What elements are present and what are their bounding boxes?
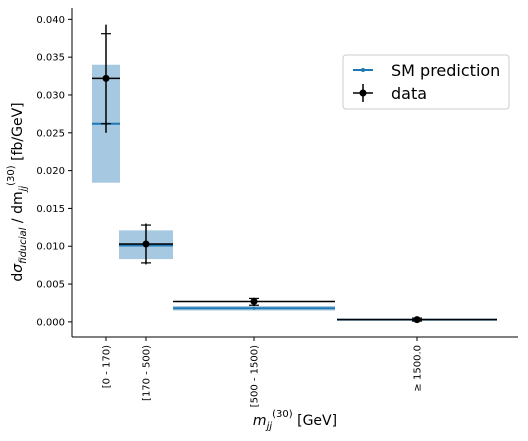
y-tick-label: 0.010 bbox=[36, 242, 65, 253]
y-ticks: 0.000 0.005 0.010 0.015 0.020 0.025 0.030 0.035… bbox=[36, 15, 72, 328]
legend-entry-data: data bbox=[353, 84, 427, 103]
y-tick-label: 0.015 bbox=[36, 204, 65, 215]
x-tick-label: [0 - 170) bbox=[102, 345, 113, 388]
data-point bbox=[413, 316, 421, 324]
x-tick-label: [500 - 1500) bbox=[250, 345, 261, 407]
x-ticks: [0 - 170) [170 - 500) [500 - 1500) ≥ 1500.0 bbox=[102, 337, 424, 407]
y-tick-label: 0.040 bbox=[36, 15, 65, 26]
plot-area bbox=[92, 24, 497, 324]
y-tick-label: 0.035 bbox=[36, 53, 65, 64]
y-tick-label: 0.000 bbox=[36, 317, 65, 328]
data-point bbox=[142, 240, 150, 248]
legend-frame bbox=[342, 54, 510, 110]
sm-prediction-point bbox=[252, 306, 256, 310]
legend-sm-marker bbox=[361, 68, 365, 72]
y-tick-label: 0.005 bbox=[36, 280, 65, 291]
legend-entry-sm: SM prediction bbox=[353, 61, 500, 80]
x-tick-label: ≥ 1500.0 bbox=[413, 345, 424, 392]
y-axis-label: dσfiducial / dmjj(30) [fb/GeV] bbox=[6, 102, 29, 281]
legend-data-label: data bbox=[391, 84, 427, 103]
y-tick-label: 0.025 bbox=[36, 128, 65, 139]
legend-sm-label: SM prediction bbox=[391, 61, 500, 80]
legend-data-marker bbox=[359, 89, 367, 97]
x-tick-label: [170 - 500) bbox=[142, 345, 153, 401]
y-tick-label: 0.030 bbox=[36, 90, 65, 101]
y-tick-label: 0.020 bbox=[36, 166, 65, 177]
data-point bbox=[102, 74, 110, 82]
data-point bbox=[250, 297, 258, 305]
x-axis-label: mjj(30) [GeV] bbox=[253, 409, 337, 432]
legend: SM prediction data bbox=[342, 54, 510, 110]
